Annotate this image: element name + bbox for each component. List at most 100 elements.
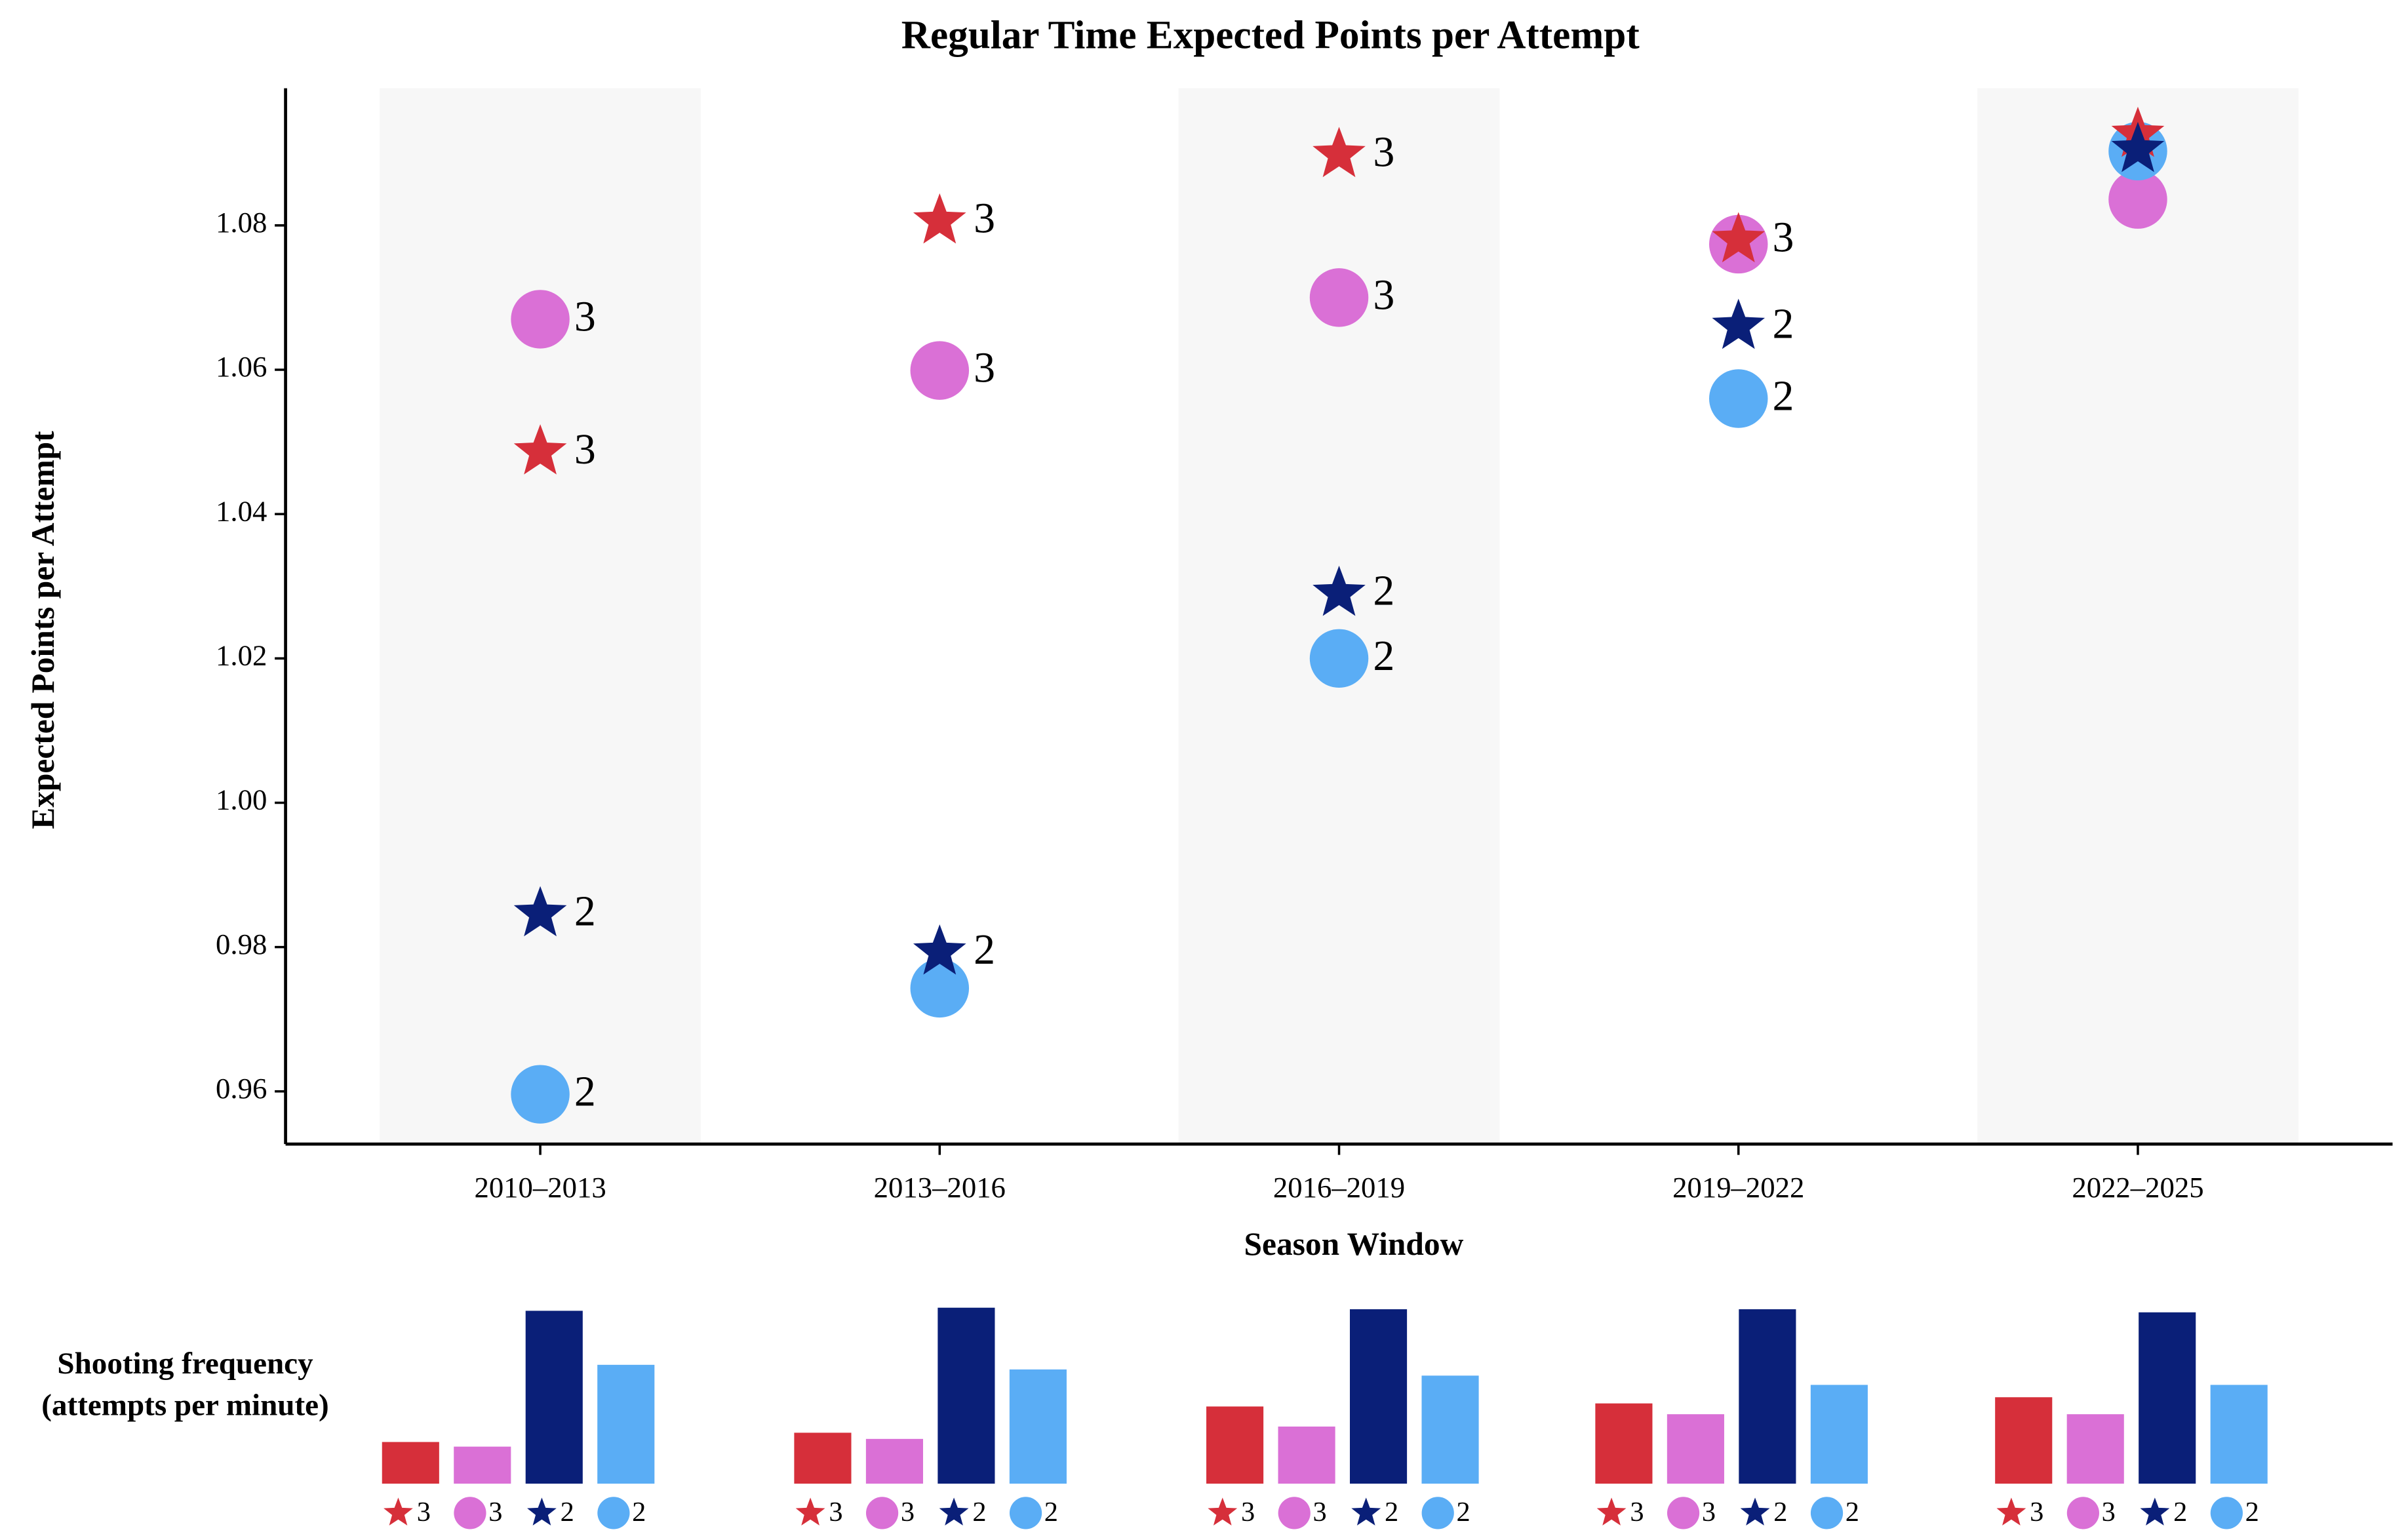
bar bbox=[1349, 1309, 1408, 1484]
point-label: 2 bbox=[574, 887, 596, 935]
data-point bbox=[511, 290, 570, 349]
bar bbox=[794, 1432, 852, 1484]
legend-marker bbox=[1009, 1497, 1042, 1529]
data-point bbox=[511, 1065, 570, 1124]
x-tick-label: 2010–2013 bbox=[474, 1171, 606, 1204]
chart-title: Regular Time Expected Points per Attempt bbox=[901, 12, 1640, 57]
legend-marker bbox=[795, 1497, 825, 1526]
point-label: 2 bbox=[974, 926, 995, 974]
legend-label: 2 bbox=[972, 1497, 986, 1528]
bar bbox=[1206, 1406, 1264, 1484]
legend-label: 2 bbox=[2245, 1497, 2259, 1528]
shaded-band bbox=[1178, 88, 1500, 1145]
bar bbox=[382, 1442, 439, 1484]
y-tick-label: 0.96 bbox=[216, 1072, 267, 1105]
legend-marker bbox=[1996, 1497, 2026, 1526]
legend-marker bbox=[2140, 1497, 2170, 1526]
legend-label: 2 bbox=[561, 1497, 574, 1528]
x-tick-label: 2016–2019 bbox=[1273, 1171, 1405, 1204]
legend-label: 2 bbox=[1845, 1497, 1859, 1528]
point-label: 2 bbox=[574, 1068, 596, 1116]
legend-marker bbox=[527, 1497, 557, 1526]
data-point bbox=[913, 924, 966, 975]
bar bbox=[1421, 1375, 1479, 1484]
x-axis-label: Season Window bbox=[1244, 1226, 1464, 1262]
legend-marker bbox=[454, 1497, 486, 1529]
legend-label: 3 bbox=[901, 1497, 915, 1528]
legend-marker bbox=[1278, 1497, 1311, 1529]
legend-marker bbox=[1421, 1497, 1454, 1529]
legend-label: 3 bbox=[1702, 1497, 1716, 1528]
legend-label: 2 bbox=[1456, 1497, 1470, 1528]
x-tick-label: 2013–2016 bbox=[874, 1171, 1006, 1204]
legend-marker bbox=[597, 1497, 630, 1529]
legend-label: 3 bbox=[2102, 1497, 2116, 1528]
legend-marker bbox=[1351, 1497, 1381, 1526]
y-tick-label: 0.98 bbox=[216, 928, 267, 960]
point-label: 3 bbox=[574, 292, 596, 340]
x-tick-label: 2022–2025 bbox=[2072, 1171, 2203, 1204]
x-tick-label: 2019–2022 bbox=[1672, 1171, 1804, 1204]
bar bbox=[1009, 1369, 1067, 1484]
legend-marker bbox=[1596, 1497, 1627, 1526]
point-label: 3 bbox=[1373, 271, 1394, 319]
legend-marker bbox=[2210, 1497, 2243, 1529]
data-point bbox=[1313, 127, 1366, 178]
point-label: 2 bbox=[1373, 632, 1394, 680]
bar bbox=[1995, 1397, 2053, 1484]
legend-marker bbox=[1810, 1497, 1844, 1529]
data-point bbox=[910, 341, 970, 400]
y-tick-label: 1.08 bbox=[216, 206, 267, 239]
legend-label: 2 bbox=[2173, 1497, 2187, 1528]
point-label: 3 bbox=[1373, 128, 1394, 176]
data-point bbox=[513, 886, 567, 937]
legend-marker bbox=[865, 1497, 899, 1529]
point-label: 3 bbox=[974, 195, 995, 243]
bar bbox=[2066, 1414, 2124, 1484]
point-label: 2 bbox=[1773, 372, 1794, 420]
bar bbox=[597, 1364, 655, 1484]
bar bbox=[1810, 1385, 1868, 1484]
y-tick-label: 1.06 bbox=[216, 350, 267, 383]
data-point bbox=[1309, 629, 1369, 688]
point-label: 3 bbox=[574, 425, 596, 473]
bar bbox=[2139, 1312, 2196, 1484]
bar bbox=[2210, 1385, 2268, 1484]
data-point bbox=[1712, 212, 1766, 263]
bar bbox=[525, 1311, 583, 1484]
data-point bbox=[1709, 369, 1768, 428]
data-point bbox=[2111, 121, 2165, 172]
legend-label: 3 bbox=[488, 1497, 502, 1528]
legend-marker bbox=[1208, 1497, 1238, 1526]
bar bbox=[865, 1438, 923, 1484]
y-tick-label: 1.00 bbox=[216, 783, 267, 816]
bar bbox=[1595, 1403, 1653, 1484]
legend-marker bbox=[939, 1497, 969, 1526]
bar bbox=[1278, 1427, 1335, 1484]
legend-label: 3 bbox=[1630, 1497, 1644, 1528]
data-point bbox=[1313, 565, 1366, 616]
point-label: 3 bbox=[974, 344, 995, 392]
bar bbox=[454, 1446, 511, 1484]
point-label: 2 bbox=[1773, 300, 1794, 347]
legend-marker bbox=[2066, 1497, 2099, 1529]
data-point bbox=[513, 424, 567, 475]
point-label: 2 bbox=[1373, 567, 1394, 615]
point-label: 3 bbox=[1773, 213, 1794, 261]
legend-label: 3 bbox=[829, 1497, 842, 1528]
shaded-band bbox=[380, 88, 701, 1145]
legend-label: 2 bbox=[1773, 1497, 1787, 1528]
bar bbox=[1667, 1414, 1724, 1484]
y-tick-label: 1.02 bbox=[216, 639, 267, 672]
data-point bbox=[1712, 298, 1766, 349]
y-axis-label: Expected Points per Attempt bbox=[25, 431, 61, 829]
bar-panel-label: (attempts per minute) bbox=[41, 1389, 328, 1423]
legend-label: 2 bbox=[1385, 1497, 1398, 1528]
legend-label: 3 bbox=[1241, 1497, 1255, 1528]
legend-marker bbox=[384, 1497, 413, 1526]
bar-panel-label: Shooting frequency bbox=[57, 1347, 313, 1381]
bar bbox=[938, 1307, 995, 1484]
legend-label: 2 bbox=[1044, 1497, 1058, 1528]
